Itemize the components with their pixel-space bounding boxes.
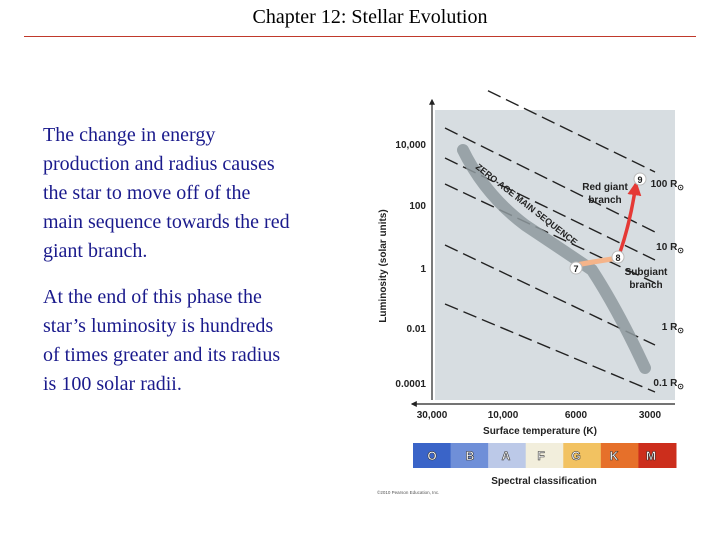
spectral-cell-m bbox=[638, 443, 677, 468]
radius-line-6 bbox=[444, 303, 656, 393]
y-axis-label: Luminosity (solar units) bbox=[378, 209, 389, 322]
red-giant-label-line2: branch bbox=[588, 195, 621, 206]
stage-7-number: 7 bbox=[573, 264, 578, 274]
stage-8: 8 bbox=[611, 250, 625, 264]
subgiant-label-line1: Subgiant bbox=[625, 267, 668, 278]
x-tick-30000: 30,000 bbox=[417, 410, 448, 421]
y-tick-0.01: 0.01 bbox=[407, 324, 427, 335]
y-tick-0.0001: 0.0001 bbox=[395, 379, 426, 390]
spectral-class-k: K bbox=[610, 449, 619, 463]
y-tick-100: 100 bbox=[409, 201, 426, 212]
spectral-class-b: B bbox=[466, 449, 475, 463]
spectral-class-m: M bbox=[646, 449, 656, 463]
x-axis-label: Surface temperature (K) bbox=[483, 426, 597, 437]
sun-symbol-1: ⊙ bbox=[677, 183, 684, 192]
spectral-class-f: F bbox=[537, 449, 544, 463]
stage-7: 7 bbox=[569, 261, 583, 275]
spectral-cell-k bbox=[600, 443, 639, 468]
sun-symbol-3: ⊙ bbox=[677, 326, 684, 335]
y-tick-1: 1 bbox=[420, 264, 426, 275]
sun-symbol-2: ⊙ bbox=[677, 246, 684, 255]
x-tick-6000: 6000 bbox=[565, 410, 588, 421]
slide-title: Chapter 12: Stellar Evolution bbox=[252, 6, 488, 28]
paragraph-2: At the end of this phase the star’s lumi… bbox=[43, 286, 281, 395]
radius-label-1: 1 R⊙ bbox=[662, 322, 685, 335]
spectral-cell-a bbox=[488, 443, 527, 468]
y-tick-10000: 10,000 bbox=[395, 140, 426, 151]
spectral-cell-o bbox=[413, 443, 452, 468]
red-giant-label-line1: Red giant bbox=[582, 182, 628, 193]
spectral-bar: O B A F G K M bbox=[413, 443, 677, 468]
sun-symbol-4: ⊙ bbox=[677, 382, 684, 391]
spectral-cell-b bbox=[450, 443, 489, 468]
stage-9: 9 bbox=[633, 172, 647, 186]
spectral-class-g: G bbox=[571, 449, 580, 463]
spectral-cell-g bbox=[563, 443, 602, 468]
stage-8-number: 8 bbox=[615, 253, 620, 263]
hr-diagram-figure: 10,000 100 1 0.01 0.0001 Luminosity (sol… bbox=[377, 90, 685, 495]
subgiant-track bbox=[573, 255, 621, 268]
radius-label-100: 100 R⊙ bbox=[651, 179, 685, 192]
stage-9-number: 9 bbox=[637, 175, 642, 185]
radius-line-1 bbox=[484, 90, 656, 173]
x-tick-3000: 3000 bbox=[639, 410, 662, 421]
spectral-label: Spectral classification bbox=[491, 476, 597, 487]
radius-label-0.1: 0.1 R⊙ bbox=[653, 378, 684, 391]
slide-body: The change in energy production and radi… bbox=[43, 121, 293, 416]
spectral-class-o: O bbox=[427, 449, 436, 463]
radius-line-4 bbox=[444, 183, 656, 284]
x-tick-10000: 10,000 bbox=[488, 410, 519, 421]
spectral-class-a: A bbox=[502, 449, 511, 463]
paragraph-1: The change in energy production and radi… bbox=[43, 124, 290, 262]
radius-label-10: 10 R⊙ bbox=[656, 242, 684, 255]
title-divider bbox=[24, 36, 696, 37]
copyright-text: ©2010 Pearson Education, Inc. bbox=[377, 489, 439, 495]
main-sequence-band bbox=[457, 144, 651, 374]
spectral-cell-f bbox=[525, 443, 564, 468]
subgiant-label-line2: branch bbox=[629, 280, 662, 291]
